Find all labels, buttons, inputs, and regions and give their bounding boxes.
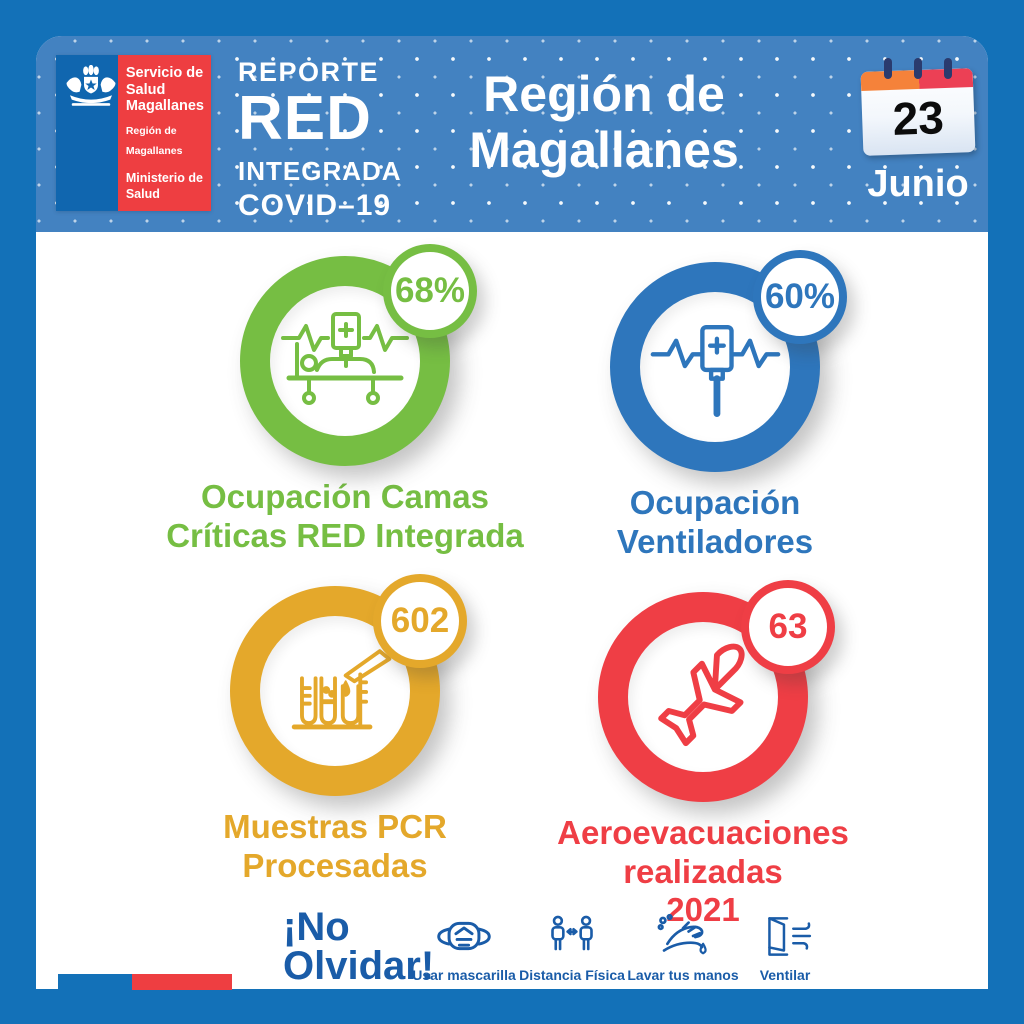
stat-ring-wrap: 602 — [230, 574, 467, 796]
calendar-body: 23 — [860, 68, 976, 156]
logo-region-name: Región de Magallanes — [125, 125, 183, 157]
page-title: Región de Magallanes — [469, 66, 739, 178]
accent-stripe-blue — [58, 974, 132, 990]
calendar-peg — [944, 58, 952, 79]
wash-hands-icon — [654, 908, 712, 964]
report-heading: REPORTE RED INTEGRADA COVID–19 — [238, 57, 402, 223]
stat-value-badge: 63 — [741, 580, 835, 674]
ventilator-icon — [650, 324, 781, 418]
logo-text-panel: Servicio de Salud Magallanes Región de M… — [117, 55, 211, 211]
logo-org-name: Servicio de Salud Magallanes — [125, 65, 204, 115]
calendar-icon: 23 Junio — [860, 58, 976, 206]
report-line-integrada: INTEGRADA — [238, 156, 402, 186]
stat-label: Muestras PCR Procesadas — [223, 808, 447, 884]
chile-coat-of-arms-icon — [66, 65, 116, 106]
report-line-covid: COVID–19 — [238, 189, 392, 222]
no-olvidar-heading: ¡No Olvidar! — [283, 905, 435, 989]
physical-distance-icon — [546, 908, 598, 964]
reminder-caption: Lavar tus manos — [627, 967, 739, 983]
stat-label: Ocupación Ventiladores — [616, 484, 814, 560]
calendar-peg — [914, 58, 922, 79]
reminder-items: Usar mascarilla Distancia Física — [408, 908, 828, 983]
reminder-distancia-fisica: Distancia Física — [519, 908, 625, 983]
stat-ring-wrap: 63 — [598, 580, 835, 802]
report-line-reporte: REPORTE — [238, 57, 380, 87]
reminder-caption: Distancia Física — [519, 967, 625, 983]
stat-value-badge: 602 — [373, 574, 467, 668]
calendar-day: 23 — [891, 91, 945, 145]
pcr-samples-icon — [291, 649, 392, 730]
report-line-red: RED — [238, 84, 372, 153]
stat-aeroevacuaciones: 63 Aeroevacuaciones realizadas 2021 — [488, 580, 918, 930]
logo-flag-blue — [56, 55, 118, 211]
stat-value-badge: 68% — [383, 244, 477, 338]
stat-camas-criticas: 68% Ocupación Camas Críticas RED Integra… — [130, 244, 560, 555]
calendar-peg — [884, 58, 892, 79]
stat-value-badge: 60% — [753, 250, 847, 344]
header-band: Servicio de Salud Magallanes Región de M… — [36, 36, 988, 232]
hospital-bed-icon — [281, 312, 409, 405]
content-card: Servicio de Salud Magallanes Región de M… — [36, 36, 988, 989]
stat-muestras-pcr: 602 Muestras PCR Procesadas — [120, 574, 550, 885]
reminder-caption: Ventilar — [759, 967, 811, 983]
reminder-ventilar: Ventilar — [742, 908, 828, 983]
reminder-usar-mascarilla: Usar mascarilla — [408, 908, 520, 983]
reminder-caption: Usar mascarilla — [412, 967, 516, 983]
stat-ventiladores: 60% Ocupación Ventiladores — [500, 250, 930, 561]
stat-ring-wrap: 60% — [610, 250, 847, 472]
reminder-lavar-manos: Lavar tus manos — [624, 908, 742, 983]
accent-stripe-red — [132, 974, 232, 990]
logo-ministry-name: Ministerio de Salud — [125, 170, 203, 201]
calendar-month: Junio — [867, 163, 969, 205]
stat-ring-wrap: 68% — [240, 244, 477, 466]
airplane-icon — [658, 643, 745, 747]
ventilate-icon — [757, 908, 813, 964]
face-mask-icon — [433, 908, 495, 964]
health-service-logo: Servicio de Salud Magallanes Región de M… — [56, 55, 211, 211]
stat-label: Aeroevacuaciones realizadas 2021 — [557, 814, 849, 929]
stat-label: Ocupación Camas Críticas RED Integrada — [166, 478, 524, 554]
